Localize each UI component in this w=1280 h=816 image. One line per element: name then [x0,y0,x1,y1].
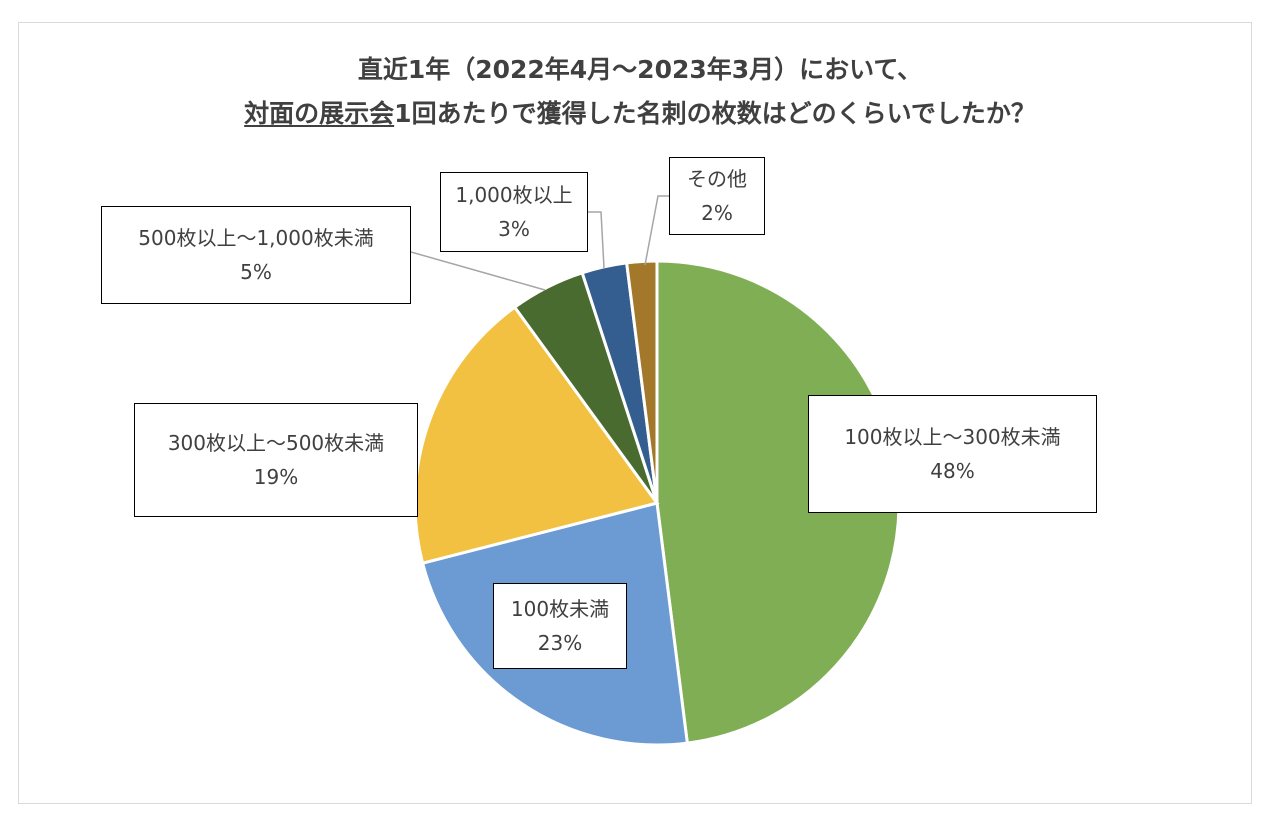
data-label-4: 1,000枚以上 3% [440,172,588,252]
data-label-4-name: 1,000枚以上 [455,183,573,207]
data-label-3-value: 5% [240,260,272,284]
title-rest: 1回あたりで獲得した名刺の枚数はどのくらいでしたか？ [394,99,1036,128]
data-label-1: 100枚未満 23% [493,583,627,669]
data-label-3-name: 500枚以上～1,000枚未満 [138,226,374,250]
data-label-5-value: 2% [701,201,733,225]
data-label-3: 500枚以上～1,000枚未満 5% [101,206,411,304]
data-label-5: その他 2% [669,157,765,235]
data-label-2: 300枚以上～500枚未満 19% [134,403,418,517]
leader-line-4 [588,211,605,269]
data-label-1-value: 23% [537,631,583,655]
title-underlined: 対面の展示会 [244,99,395,128]
pie-slice-2 [413,305,660,566]
data-label-0-value: 48% [930,459,975,483]
chart-title: 直近1年（2022年4月～2023年3月）において、 対面の展示会1回あたりで獲… [0,48,1280,136]
title-line-1: 直近1年（2022年4月～2023年3月）において、 [357,55,923,84]
data-label-5-name: その他 [687,167,747,191]
data-label-1-name: 100枚未満 [510,597,610,621]
leader-line-3 [410,251,546,291]
data-label-2-name: 300枚以上～500枚未満 [167,431,385,455]
pie-slice-5 [624,259,659,504]
title-line-2: 対面の展示会1回あたりで獲得した名刺の枚数はどのくらいでしたか？ [0,92,1280,136]
data-label-2-value: 19% [253,465,299,489]
data-label-0-name: 100枚以上～300枚未満 [844,425,1061,449]
leader-line-5 [644,195,669,266]
data-label-0: 100枚以上～300枚未満 48% [808,395,1097,513]
data-label-4-value: 3% [498,217,530,241]
